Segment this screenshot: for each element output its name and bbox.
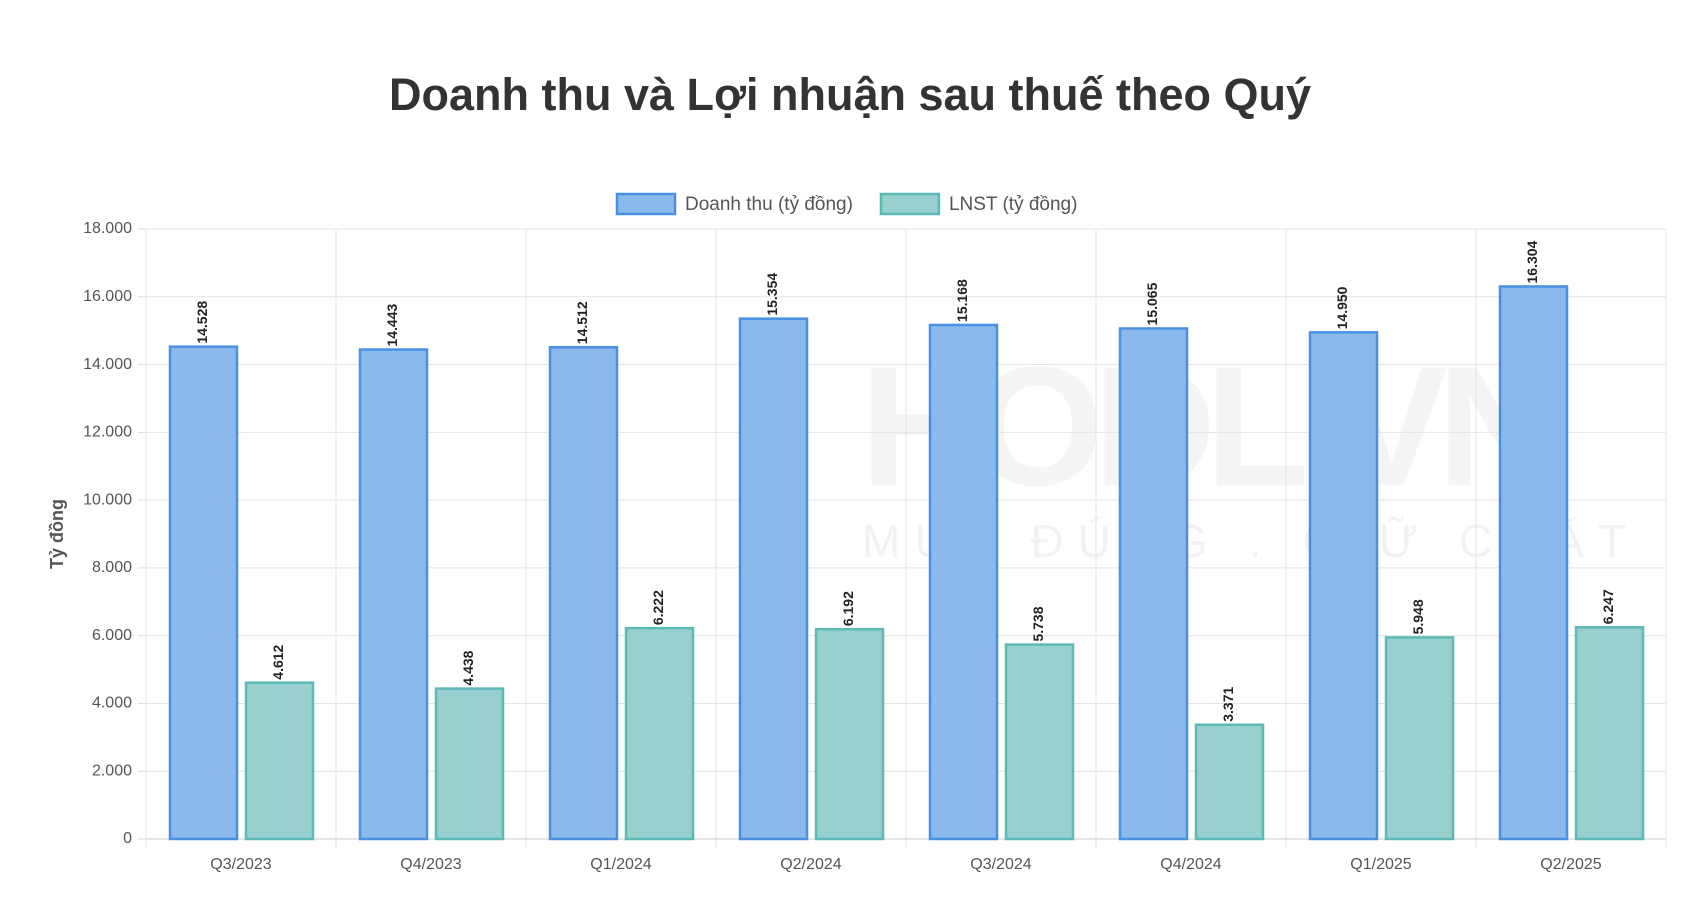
bar: [434, 687, 505, 841]
x-tick-label: Q4/2024: [1160, 856, 1221, 873]
y-tick-label: 14.000: [83, 356, 132, 373]
data-label: 5.948: [1410, 599, 1426, 634]
bar: [548, 345, 619, 841]
y-tick-label: 12.000: [83, 424, 132, 441]
data-label: 15.354: [764, 273, 780, 316]
bar: [814, 627, 885, 841]
y-tick-label: 0: [123, 830, 132, 847]
data-label: 14.528: [194, 301, 210, 344]
chart-title: Doanh thu và Lợi nhuận sau thuế theo Quý: [389, 69, 1311, 120]
bar: [1004, 643, 1075, 841]
x-tick-label: Q1/2024: [590, 856, 651, 873]
bar: [244, 681, 315, 841]
bar: [1498, 285, 1569, 841]
data-label: 6.192: [840, 591, 856, 626]
data-label: 6.247: [1600, 589, 1616, 624]
x-tick-label: Q2/2025: [1540, 856, 1601, 873]
bar: [1118, 327, 1189, 841]
bar: [358, 348, 429, 841]
legend-label: Doanh thu (tỷ đồng): [685, 194, 853, 215]
bar: [1308, 331, 1379, 841]
data-label: 5.738: [1030, 606, 1046, 641]
y-tick-label: 4.000: [92, 695, 132, 712]
bar: [1384, 636, 1455, 841]
data-label: 16.304: [1524, 240, 1540, 283]
data-label: 14.512: [574, 301, 590, 344]
data-label: 3.371: [1220, 687, 1236, 722]
data-label: 15.065: [1144, 282, 1160, 325]
data-label: 4.438: [460, 650, 476, 685]
data-label: 14.950: [1334, 286, 1350, 329]
data-label: 14.443: [384, 304, 400, 347]
y-tick-label: 8.000: [92, 559, 132, 576]
bar: [624, 626, 695, 841]
bar: [738, 317, 809, 841]
bar: [1194, 723, 1265, 841]
x-tick-label: Q3/2023: [210, 856, 271, 873]
bar: [1574, 626, 1645, 841]
legend-label: LNST (tỷ đồng): [949, 194, 1077, 215]
y-tick-label: 16.000: [83, 288, 132, 305]
y-tick-label: 10.000: [83, 491, 132, 508]
bar: [168, 345, 239, 841]
y-tick-label: 18.000: [83, 220, 132, 237]
y-tick-label: 2.000: [92, 762, 132, 779]
data-label: 6.222: [650, 590, 666, 625]
x-tick-label: Q4/2023: [400, 856, 461, 873]
legend-swatch: [879, 192, 941, 216]
x-tick-label: Q2/2024: [780, 856, 841, 873]
y-axis-label: Tỷ đồng: [47, 499, 67, 569]
data-label: 4.612: [270, 644, 286, 679]
x-tick-label: Q3/2024: [970, 856, 1031, 873]
data-label: 15.168: [954, 279, 970, 322]
y-tick-label: 6.000: [92, 627, 132, 644]
bar: [928, 323, 999, 841]
legend-swatch: [615, 192, 677, 216]
x-tick-label: Q1/2025: [1350, 856, 1411, 873]
